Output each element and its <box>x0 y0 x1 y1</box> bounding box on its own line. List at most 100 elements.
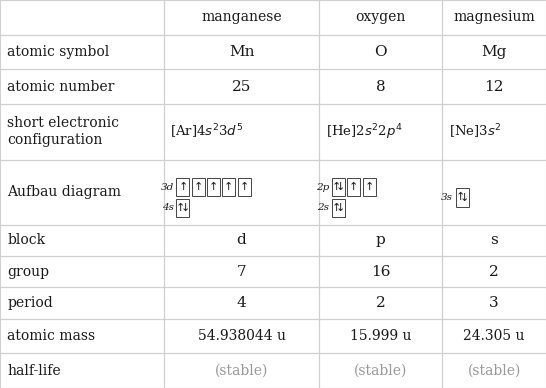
Bar <box>164 225 319 256</box>
Bar <box>164 69 319 104</box>
Text: ↑: ↑ <box>193 182 203 192</box>
Bar <box>332 199 345 217</box>
Bar <box>319 0 442 35</box>
Text: ↑: ↑ <box>455 192 465 203</box>
Text: ↓: ↓ <box>460 192 470 203</box>
Text: 12: 12 <box>484 80 504 94</box>
Text: (stable): (stable) <box>215 364 268 378</box>
Text: 25: 25 <box>232 80 251 94</box>
Text: 4: 4 <box>237 296 246 310</box>
Text: Mg: Mg <box>482 45 507 59</box>
Bar <box>164 353 319 388</box>
Bar <box>164 0 319 35</box>
Text: ↑: ↑ <box>176 203 185 213</box>
Text: 3s: 3s <box>441 193 453 202</box>
Text: period: period <box>7 296 53 310</box>
Text: ↓: ↓ <box>336 203 346 213</box>
Bar <box>164 104 319 159</box>
Text: atomic number: atomic number <box>7 80 115 94</box>
Bar <box>0 287 164 319</box>
Text: 2p: 2p <box>316 183 329 192</box>
Text: ↓: ↓ <box>181 203 190 213</box>
Text: Mn: Mn <box>229 45 254 59</box>
Bar <box>164 319 319 353</box>
Bar <box>319 69 442 104</box>
Text: 7: 7 <box>237 265 246 279</box>
Bar <box>442 69 546 104</box>
Text: ↑: ↑ <box>178 182 188 192</box>
Bar <box>319 256 442 287</box>
Text: 3: 3 <box>489 296 499 310</box>
Text: Aufbau diagram: Aufbau diagram <box>7 185 121 199</box>
Text: 4s: 4s <box>162 203 174 212</box>
Text: s: s <box>490 233 498 247</box>
Text: 15.999 u: 15.999 u <box>350 329 412 343</box>
Text: ↑: ↑ <box>239 182 249 192</box>
Text: 16: 16 <box>371 265 390 279</box>
Bar <box>164 159 319 225</box>
Text: 2s: 2s <box>317 203 329 212</box>
Text: group: group <box>7 265 49 279</box>
Bar <box>442 256 546 287</box>
Bar <box>164 35 319 69</box>
Text: [Ne]3$s^2$: [Ne]3$s^2$ <box>449 123 501 141</box>
Text: atomic symbol: atomic symbol <box>7 45 109 59</box>
Bar <box>319 35 442 69</box>
Bar <box>0 319 164 353</box>
Bar <box>164 256 319 287</box>
Text: block: block <box>7 233 45 247</box>
Text: ↑: ↑ <box>209 182 218 192</box>
Text: magnesium: magnesium <box>453 10 535 24</box>
Bar <box>0 353 164 388</box>
Text: ↑: ↑ <box>331 203 341 213</box>
Bar <box>176 178 189 196</box>
Text: ↑: ↑ <box>224 182 234 192</box>
Text: (stable): (stable) <box>467 364 521 378</box>
Bar <box>442 225 546 256</box>
Bar <box>456 188 469 207</box>
Text: 54.938044 u: 54.938044 u <box>198 329 286 343</box>
Text: 2: 2 <box>376 296 385 310</box>
Bar <box>442 287 546 319</box>
Bar <box>176 199 189 217</box>
Text: 3d: 3d <box>161 183 174 192</box>
Bar <box>0 256 164 287</box>
Bar <box>442 35 546 69</box>
Text: [Ar]4$s^2$3$d^5$: [Ar]4$s^2$3$d^5$ <box>170 123 244 141</box>
Bar <box>347 178 360 196</box>
Bar <box>0 0 164 35</box>
Text: atomic mass: atomic mass <box>7 329 95 343</box>
Bar <box>442 159 546 225</box>
Bar <box>442 0 546 35</box>
Bar <box>363 178 376 196</box>
Text: 8: 8 <box>376 80 385 94</box>
Bar <box>0 104 164 159</box>
Text: p: p <box>376 233 385 247</box>
Bar <box>0 69 164 104</box>
Bar <box>319 159 442 225</box>
Bar <box>442 319 546 353</box>
Bar <box>207 178 220 196</box>
Bar <box>164 287 319 319</box>
Bar <box>442 353 546 388</box>
Text: ↓: ↓ <box>336 182 346 192</box>
Bar <box>319 104 442 159</box>
Text: d: d <box>237 233 246 247</box>
Bar <box>238 178 251 196</box>
Bar <box>0 225 164 256</box>
Text: short electronic
configuration: short electronic configuration <box>7 116 119 147</box>
Bar <box>192 178 205 196</box>
Bar <box>0 159 164 225</box>
Text: manganese: manganese <box>201 10 282 24</box>
Bar <box>319 287 442 319</box>
Text: O: O <box>375 45 387 59</box>
Text: 24.305 u: 24.305 u <box>464 329 525 343</box>
Text: ↑: ↑ <box>364 182 374 192</box>
Bar <box>0 35 164 69</box>
Text: half-life: half-life <box>7 364 61 378</box>
Text: 2: 2 <box>489 265 499 279</box>
Bar <box>319 353 442 388</box>
Bar <box>442 104 546 159</box>
Bar <box>319 225 442 256</box>
Bar <box>332 178 345 196</box>
